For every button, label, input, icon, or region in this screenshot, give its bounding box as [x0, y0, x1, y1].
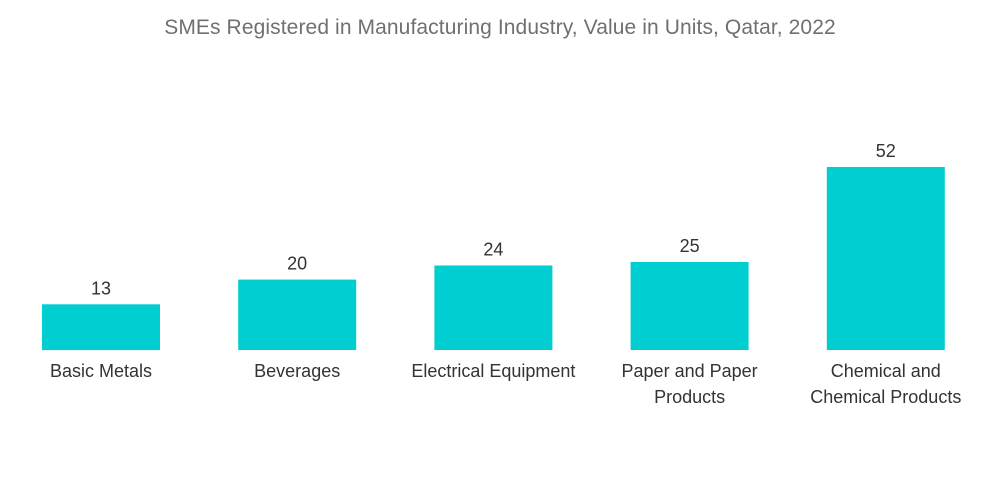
value-label-1: 20 — [287, 254, 307, 274]
category-label-2: Electrical Equipment — [411, 361, 575, 381]
category-label-3-line-0: Paper and Paper — [622, 361, 758, 381]
value-label-2: 24 — [483, 240, 503, 260]
bar-4 — [826, 167, 945, 350]
value-label-4: 52 — [876, 141, 896, 161]
category-label-4-line-0: Chemical and — [831, 361, 941, 381]
category-label-3-line-1: Products — [654, 387, 725, 407]
bar-2 — [434, 265, 553, 350]
bar-0 — [42, 304, 160, 351]
value-label-0: 13 — [91, 278, 111, 298]
chart-title: SMEs Registered in Manufacturing Industr… — [164, 16, 836, 39]
bar-1 — [238, 279, 357, 350]
bar-3 — [630, 262, 749, 350]
category-label-1: Beverages — [254, 361, 340, 381]
value-label-3: 25 — [680, 236, 700, 256]
category-label-0: Basic Metals — [50, 361, 152, 381]
category-label-4-line-1: Chemical Products — [810, 387, 961, 407]
